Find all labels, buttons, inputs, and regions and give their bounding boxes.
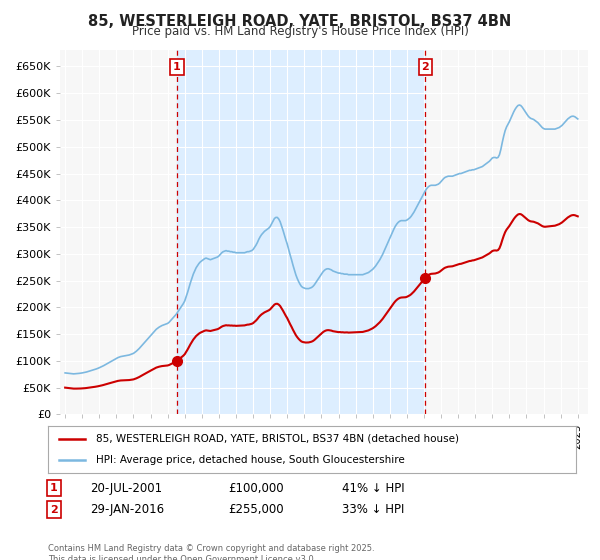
Text: 41% ↓ HPI: 41% ↓ HPI: [342, 482, 404, 495]
Text: 2: 2: [421, 62, 429, 72]
Bar: [177, 50, 425, 414]
Text: £255,000: £255,000: [228, 503, 284, 516]
Text: 29-JAN-2016: 29-JAN-2016: [90, 503, 164, 516]
Text: Contains HM Land Registry data © Crown copyright and database right 2025.
This d: Contains HM Land Registry data © Crown c…: [48, 544, 374, 560]
Text: 33% ↓ HPI: 33% ↓ HPI: [342, 503, 404, 516]
Text: 85, WESTERLEIGH ROAD, YATE, BRISTOL, BS37 4BN (detached house): 85, WESTERLEIGH ROAD, YATE, BRISTOL, BS3…: [95, 434, 458, 444]
Text: 2: 2: [50, 505, 58, 515]
Text: 85, WESTERLEIGH ROAD, YATE, BRISTOL, BS37 4BN: 85, WESTERLEIGH ROAD, YATE, BRISTOL, BS3…: [88, 14, 512, 29]
Text: 20-JUL-2001: 20-JUL-2001: [90, 482, 162, 495]
Text: Price paid vs. HM Land Registry's House Price Index (HPI): Price paid vs. HM Land Registry's House …: [131, 25, 469, 38]
Text: £100,000: £100,000: [228, 482, 284, 495]
Text: HPI: Average price, detached house, South Gloucestershire: HPI: Average price, detached house, Sout…: [95, 455, 404, 465]
Text: 1: 1: [50, 483, 58, 493]
Text: 1: 1: [173, 62, 181, 72]
